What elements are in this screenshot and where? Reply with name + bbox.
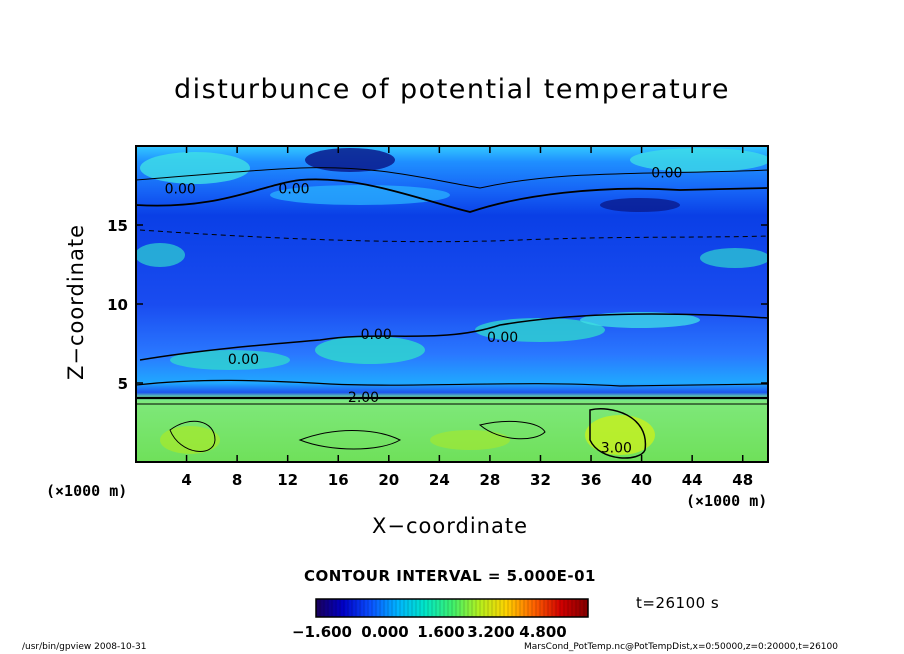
- x-tick-label: 8: [232, 471, 242, 489]
- cold-anomaly-upper-right: [600, 198, 680, 212]
- cloud-blob-6: [700, 248, 768, 268]
- footer-program: /usr/bin/gpview 2008-10-31: [22, 642, 147, 652]
- x-tick-label: 28: [479, 471, 500, 489]
- cloud-blob-4: [580, 312, 700, 328]
- colorbar-label: 1.600: [417, 623, 464, 641]
- x-tick-label: 24: [429, 471, 450, 489]
- contour-line-mid-2: [136, 379, 768, 387]
- warm-anomaly-upper-center: [270, 185, 450, 205]
- contour-line-mid-1: [139, 313, 768, 361]
- colorbar-label: 4.800: [519, 623, 566, 641]
- x-axis-ticks: 4 8 12 16 20 24 28 32 36 40 44 48: [181, 146, 753, 489]
- warm-anomaly-upper-right: [630, 148, 768, 172]
- x-tick-label: 44: [682, 471, 703, 489]
- contour-line-lower-1: [169, 420, 216, 452]
- contour-line-dashed: [139, 229, 768, 243]
- contour-label: 0.00: [487, 330, 518, 346]
- x-axis-title: X−coordinate: [372, 514, 528, 538]
- cloud-blob-1: [315, 336, 425, 364]
- cloud-blob-3: [170, 350, 290, 370]
- contour-label: 0.00: [651, 166, 682, 182]
- y-axis-ticks: 5 10 15: [107, 217, 768, 393]
- contour-label: 2.00: [348, 390, 379, 406]
- warm-anomaly-upper-left: [140, 152, 250, 184]
- contour-line-lower-2: [298, 430, 402, 450]
- contour-label: 0.00: [228, 352, 259, 368]
- contour-label: 3.00: [601, 441, 632, 457]
- x-tick-label: 36: [581, 471, 602, 489]
- x-axis-unit: (×1000 m): [686, 492, 768, 510]
- contour-line-lower-4: [478, 420, 546, 440]
- x-tick-label: 20: [378, 471, 399, 489]
- cold-anomaly-upper-left: [305, 148, 395, 172]
- x-tick-label: 12: [277, 471, 298, 489]
- contour-line-lower-3: [589, 408, 646, 459]
- footer-source: MarsCond_PotTemp.nc@PotTempDist,x=0:5000…: [524, 642, 838, 652]
- colorbar-label: 3.200: [467, 623, 514, 641]
- y-axis-unit: (×1000 m): [46, 482, 128, 500]
- x-tick-label: 32: [530, 471, 551, 489]
- y-tick-label: 5: [118, 375, 128, 393]
- contour-label: 0.00: [361, 327, 392, 343]
- contour-line-upper: [136, 178, 768, 213]
- y-tick-label: 15: [107, 217, 128, 235]
- boundary-warm-2: [160, 426, 220, 454]
- x-tick-label: 48: [732, 471, 753, 489]
- x-tick-label: 4: [181, 471, 191, 489]
- x-tick-label: 16: [328, 471, 349, 489]
- contour-interval-label: CONTOUR INTERVAL = 5.000E-01: [304, 567, 596, 585]
- boundary-warm-3: [430, 430, 510, 450]
- contour-label: 0.00: [165, 181, 196, 197]
- contour-line-upper-2: [136, 167, 768, 189]
- chart-title: disturbunce of potential temperature: [174, 74, 730, 105]
- time-label: t=26100 s: [636, 594, 720, 612]
- y-axis-title: Z−coordinate: [64, 224, 88, 380]
- contour-labels: 0.00 0.00 0.00 0.00 0.00 0.00 2.00 3.00: [165, 166, 683, 457]
- x-tick-label: 40: [631, 471, 652, 489]
- heatmap-background: [136, 146, 768, 462]
- contour-label: 0.00: [278, 181, 309, 197]
- cloud-blob-5: [136, 243, 185, 267]
- colorbar-label: −1.600: [292, 623, 352, 641]
- y-tick-label: 10: [107, 296, 128, 314]
- plot-area: 0.00 0.00 0.00 0.00 0.00 0.00 2.00 3.00: [136, 146, 768, 462]
- colorbar: −1.600 0.000 1.600 3.200 4.800: [292, 598, 589, 641]
- colorbar-label: 0.000: [361, 623, 408, 641]
- boundary-warm-1: [585, 415, 655, 455]
